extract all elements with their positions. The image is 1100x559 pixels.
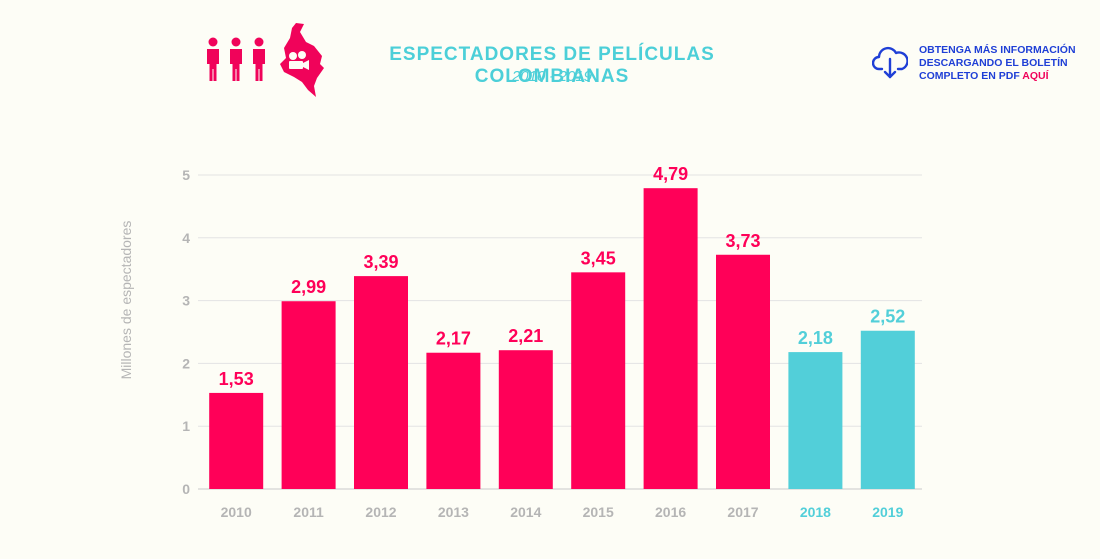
x-tick-label: 2015 xyxy=(583,504,614,520)
bar xyxy=(788,352,843,489)
data-label: 4,79 xyxy=(653,164,688,184)
y-tick-label: 2 xyxy=(182,355,190,371)
bar xyxy=(860,330,915,489)
data-label: 2,99 xyxy=(291,277,326,297)
bar xyxy=(354,276,408,489)
cloud-download-icon xyxy=(872,46,908,79)
download-line-1: OBTENGA MÁS INFORMACIÓN xyxy=(919,44,1076,56)
bar xyxy=(643,188,698,490)
data-label: 1,53 xyxy=(219,369,254,389)
x-tick-label: 2012 xyxy=(365,504,396,520)
bar xyxy=(498,350,553,489)
y-tick-label: 0 xyxy=(182,481,190,497)
data-label: 2,18 xyxy=(798,328,833,348)
bar xyxy=(571,272,626,489)
x-tick-label: 2017 xyxy=(727,504,758,520)
data-label: 2,17 xyxy=(436,329,471,349)
data-label: 3,73 xyxy=(725,231,760,251)
data-label: 3,39 xyxy=(363,252,398,272)
y-tick-label: 1 xyxy=(182,418,190,434)
x-tick-label: 2010 xyxy=(221,504,252,520)
download-bulletin-link[interactable]: OBTENGA MÁS INFORMACIÓN DESCARGANDO EL B… xyxy=(872,44,1092,90)
aqui-link[interactable]: AQUÍ xyxy=(1022,70,1049,82)
page-title: ESPECTADORES DE PELÍCULAS COLOMBIANAS xyxy=(389,44,715,87)
bar xyxy=(716,254,770,489)
y-tick-label: 5 xyxy=(182,167,190,183)
x-tick-label: 2014 xyxy=(510,504,541,520)
bar xyxy=(209,392,264,489)
download-text: OBTENGA MÁS INFORMACIÓN DESCARGANDO EL B… xyxy=(919,44,1076,83)
download-line-3-text: COMPLETO EN PDF xyxy=(919,70,1023,82)
bar xyxy=(426,352,481,489)
x-tick-label: 2018 xyxy=(800,504,831,520)
download-line-2: DESCARGANDO EL BOLETÍN xyxy=(919,57,1068,69)
bar xyxy=(281,301,336,489)
page-subtitle: 2010 - 2019 xyxy=(511,68,593,85)
y-tick-label: 4 xyxy=(182,230,190,246)
data-label: 3,45 xyxy=(581,248,616,268)
download-line-3: COMPLETO EN PDF AQUÍ xyxy=(919,70,1076,83)
x-tick-label: 2016 xyxy=(655,504,686,520)
data-label: 2,52 xyxy=(870,307,905,327)
people-map-icon xyxy=(207,23,324,97)
data-label: 2,21 xyxy=(508,326,543,346)
x-tick-label: 2019 xyxy=(872,504,903,520)
header: ESPECTADORES DE PELÍCULAS COLOMBIANAS 20… xyxy=(0,0,1100,110)
x-tick-label: 2011 xyxy=(293,504,324,520)
y-tick-label: 3 xyxy=(182,293,190,309)
x-tick-label: 2013 xyxy=(438,504,469,520)
